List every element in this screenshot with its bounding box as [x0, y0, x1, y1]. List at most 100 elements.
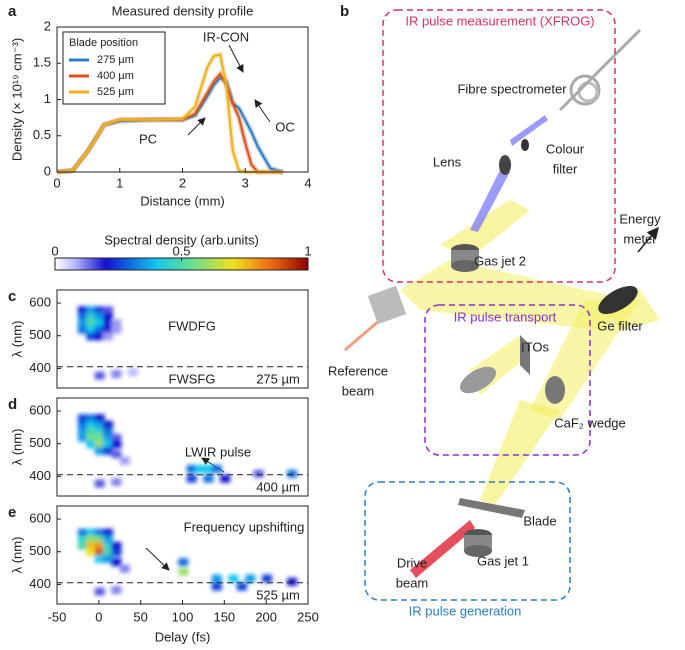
- heatmap-cell: [103, 447, 114, 455]
- heatmap-cell: [103, 312, 114, 321]
- diagram-label: filter: [553, 161, 578, 176]
- heatmap-cell: [186, 464, 197, 473]
- y-tick-label: 1: [44, 91, 51, 106]
- heatmap-cell: [103, 427, 114, 436]
- heatmap-cell: [261, 574, 273, 583]
- x-tick-label: 250: [297, 609, 319, 624]
- panel-label: e: [8, 504, 16, 521]
- colorbar-tick-label: 0: [51, 243, 58, 258]
- heatmap-cell: [86, 420, 97, 429]
- heatmap-cell: [103, 548, 114, 557]
- heatmap-cell: [119, 456, 130, 465]
- legend-label: 400 µm: [97, 70, 134, 82]
- diagram-label: Reference: [328, 363, 388, 378]
- annotation: OC: [275, 119, 295, 134]
- colorbar-tick-label: 1: [304, 243, 311, 258]
- y-axis-label: λ (nm): [9, 429, 24, 466]
- heatmap-cell: [111, 370, 122, 378]
- x-axis-label: Delay (fs): [155, 629, 211, 644]
- heatmap-cell: [77, 325, 88, 334]
- heatmap-cell: [94, 325, 105, 334]
- heatmap-cell: [94, 440, 105, 449]
- heatmap-cell: [211, 464, 222, 473]
- heatmap-cell: [287, 469, 298, 478]
- heatmap-cell: [86, 306, 97, 315]
- diagram-label: Drive: [397, 555, 427, 570]
- heatmap-cell: [77, 319, 88, 328]
- diagram-shapes: [344, 9, 660, 601]
- heatmap-cell: [94, 555, 105, 563]
- heatmap-cell: [77, 433, 88, 442]
- x-tick-label: -50: [48, 609, 67, 624]
- heatmap-cell: [77, 414, 88, 423]
- heatmap-cells: [77, 528, 298, 596]
- heatmap-cell: [86, 325, 97, 334]
- y-tick-label: 400: [29, 360, 51, 375]
- legend-label: 275 µm: [97, 54, 134, 66]
- heatmap-cell: [111, 548, 122, 557]
- group-title: IR pulse generation: [409, 603, 522, 618]
- heatmap-cells: [77, 306, 139, 380]
- heatmap-cell: [94, 420, 105, 429]
- heatmap-cell: [103, 535, 114, 544]
- panel-sublabel: 525 µm: [256, 587, 300, 602]
- heatmap-cell: [86, 528, 97, 537]
- x-tick-label: 2: [179, 175, 186, 190]
- heatmap-cell: [94, 312, 105, 321]
- heatmap-cell: [77, 427, 88, 436]
- diagram-label: beam: [342, 383, 375, 398]
- y-tick-label: 600: [29, 403, 51, 418]
- heatmap-cell: [103, 555, 114, 563]
- diagram-label: Blade: [523, 513, 556, 528]
- heatmap-cell: [220, 474, 231, 483]
- heatmap-cell: [103, 420, 114, 429]
- y-axis-label: Density (× 10¹⁹ cm⁻³): [9, 38, 24, 161]
- y-axis-label: λ (nm): [9, 537, 24, 574]
- heatmap-cell: [119, 564, 130, 573]
- heatmap-cell: [94, 535, 105, 544]
- heatmap-cell: [94, 319, 105, 328]
- y-tick-label: 500: [29, 435, 51, 450]
- heatmap-cell: [86, 332, 97, 341]
- heatmap-cell: [86, 427, 97, 436]
- x-tick-label: 50: [133, 609, 147, 624]
- heatmap-cell: [128, 368, 139, 377]
- annotation-arrows: [145, 44, 271, 571]
- group-title: IR pulse measurement (XFROG): [405, 13, 594, 28]
- y-tick-label: 600: [29, 295, 51, 310]
- panel-label: d: [8, 396, 17, 413]
- heatmap-cell: [111, 450, 122, 459]
- heatmap-cell: [211, 574, 222, 583]
- heatmap-cell: [94, 587, 105, 596]
- panel-label: a: [8, 3, 17, 20]
- y-tick-label: 600: [29, 511, 51, 526]
- heatmap-cell: [94, 528, 105, 537]
- heatmap-cell: [236, 582, 247, 591]
- heatmap-cell: [111, 319, 122, 328]
- y-tick-label: 400: [29, 468, 51, 483]
- annotation: FWDFG: [168, 318, 216, 333]
- diagram-label: CaF₂ wedge: [554, 415, 626, 430]
- heatmap-cell: [178, 568, 189, 576]
- heatmap-cell: [77, 306, 88, 315]
- heatmap-cell: [103, 528, 114, 537]
- heatmap-cells: [77, 414, 298, 488]
- heatmap-cell: [186, 474, 197, 483]
- diagram-label: ITOs: [521, 339, 549, 354]
- heatmap-cell: [245, 574, 256, 583]
- heatmap-cell: [228, 574, 239, 583]
- heatmap-cell: [86, 312, 97, 321]
- y-tick-label: 500: [29, 327, 51, 342]
- heatmap-cell: [77, 535, 88, 544]
- heatmap-cell: [86, 548, 97, 557]
- diagram-label: Energy: [619, 211, 661, 226]
- x-tick-label: 200: [255, 609, 277, 624]
- annotation: LWIR pulse: [185, 444, 251, 459]
- heatmap-cell: [253, 469, 264, 478]
- heatmap-cell: [203, 464, 214, 473]
- colorbar-tick-label: 0.5: [172, 243, 190, 258]
- heatmap-cell: [94, 306, 105, 315]
- diagram-label: Gas jet 2: [474, 253, 526, 268]
- panel-sublabel: 400 µm: [256, 479, 300, 494]
